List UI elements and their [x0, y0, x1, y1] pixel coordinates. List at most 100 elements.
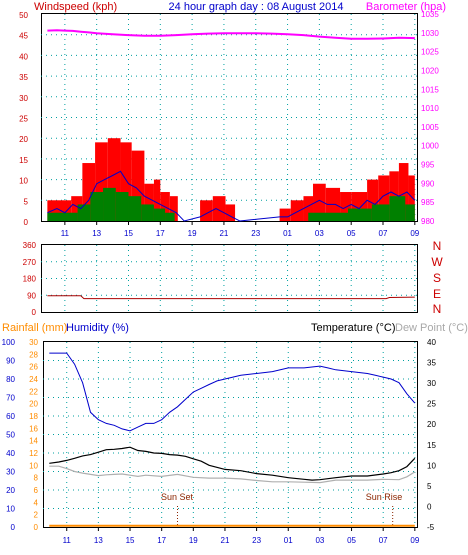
gust-bar-13	[225, 204, 236, 221]
dir-ytick-0: 0	[32, 308, 37, 317]
baro-ytick-1010: 1010	[421, 104, 439, 113]
series-line-humidity-0	[49, 352, 416, 432]
low-bar-0	[47, 212, 78, 221]
temp-ytick-30: 30	[427, 379, 436, 388]
gust-bar-5	[120, 142, 132, 221]
dir-label-e: E	[433, 287, 441, 301]
gust-bar-24	[398, 163, 409, 221]
wind-bars-layer	[47, 138, 416, 222]
baro-ytick-1020: 1020	[421, 66, 439, 75]
low-bar-8	[165, 212, 175, 221]
gust-bar-7	[144, 183, 154, 221]
series-line-temp-2	[49, 465, 416, 484]
dir-ytick-90: 90	[27, 291, 36, 300]
wind-ytick-40: 40	[19, 52, 28, 61]
rain-ytick-12: 12	[29, 449, 38, 458]
humidity-ytick-90: 90	[6, 357, 15, 366]
gust-bar-12	[212, 196, 226, 221]
gust-bar-11	[200, 200, 213, 221]
dir-label-n-top: N	[433, 239, 442, 253]
wind-xtick-03: 03	[315, 229, 324, 238]
wind-ytick-5: 5	[24, 197, 29, 206]
temp-ytick-40: 40	[427, 338, 436, 347]
wind-xtick-15: 15	[124, 229, 133, 238]
humidity-ytick-30: 30	[6, 468, 15, 477]
dir-ytick-270: 270	[23, 258, 37, 267]
wind-xtick-17: 17	[156, 229, 165, 238]
cl-xtick-03: 03	[315, 536, 324, 545]
chart-title: 24 hour graph day : 08 August 2014	[169, 1, 344, 13]
low-bar-7	[153, 208, 166, 221]
temp-ytick-20: 20	[427, 420, 436, 429]
gust-bar-22	[378, 175, 390, 221]
temp-ytick-0: 0	[427, 502, 432, 511]
cl-xtick-13: 13	[94, 536, 103, 545]
baro-ytick-1025: 1025	[421, 48, 439, 57]
rain-ytick-14: 14	[29, 437, 38, 446]
humidity-ytick-10: 10	[6, 505, 15, 514]
rain-ytick-6: 6	[34, 486, 39, 495]
gust-bar-17	[313, 183, 326, 221]
gust-bar-10	[169, 196, 178, 221]
rain-ytick-10: 10	[29, 461, 38, 470]
climate-layer	[49, 352, 416, 527]
rainfall-axis-title: Rainfall (mm)	[2, 322, 67, 334]
dir-ytick-180: 180	[23, 275, 37, 284]
baro-ytick-1000: 1000	[421, 142, 439, 151]
rain-ytick-30: 30	[29, 338, 38, 347]
temp-ytick-25: 25	[427, 400, 436, 409]
gust-bar-19	[340, 192, 352, 221]
temp-ytick-15: 15	[427, 441, 436, 450]
axis-labels-layer: 0510152025303540455098098599099510001005…	[2, 10, 440, 545]
cl-xtick-15: 15	[126, 536, 135, 545]
dir-label-s: S	[433, 271, 441, 285]
sunset-label: Sun Set	[161, 492, 194, 502]
windspeed-axis-title: Windspeed (kph)	[34, 1, 117, 13]
rain-ytick-0: 0	[34, 523, 39, 532]
barometer-layer	[47, 29, 415, 40]
low-bar-11	[371, 204, 390, 221]
wind-ytick-35: 35	[19, 73, 28, 82]
wind-ytick-10: 10	[19, 177, 28, 186]
baro-ytick-985: 985	[421, 198, 435, 207]
baro-ytick-1015: 1015	[421, 85, 439, 94]
low-bar-3	[103, 187, 116, 221]
cl-xtick-05: 05	[347, 536, 356, 545]
low-bar-1	[77, 204, 91, 221]
gust-bar-25	[408, 175, 415, 221]
baro-ytick-980: 980	[421, 217, 435, 226]
dir-ytick-360: 360	[23, 241, 37, 250]
wind-ytick-0: 0	[24, 218, 29, 227]
temp-ytick-5: 5	[427, 482, 432, 491]
low-bar-2	[90, 192, 104, 221]
humidity-ytick-40: 40	[6, 449, 15, 458]
humidity-ytick-50: 50	[6, 431, 15, 440]
low-bar-13	[405, 204, 415, 221]
temp-ytick-10: 10	[427, 461, 436, 470]
cl-xtick-07: 07	[379, 536, 388, 545]
gust-bar-16	[303, 196, 314, 221]
gust-bar-15	[290, 200, 304, 221]
rain-ytick-22: 22	[29, 387, 38, 396]
cl-xtick-11: 11	[63, 536, 72, 545]
rain-ytick-4: 4	[34, 498, 39, 507]
gust-bar-1	[71, 196, 83, 221]
wind-ytick-25: 25	[19, 115, 28, 124]
wind-xtick-13: 13	[92, 229, 101, 238]
humidity-ytick-100: 100	[2, 338, 16, 347]
humidity-axis-title: Humidity (%)	[66, 322, 129, 334]
wind-xtick-21: 21	[219, 229, 228, 238]
humidity-ytick-0: 0	[11, 523, 16, 532]
low-bar-5	[128, 196, 142, 221]
wind-xtick-09: 09	[410, 229, 419, 238]
wind-ytick-45: 45	[19, 32, 28, 41]
baro-ytick-1035: 1035	[421, 10, 439, 19]
humidity-ytick-20: 20	[6, 486, 15, 495]
cl-xtick-23: 23	[252, 536, 261, 545]
cl-xtick-21: 21	[221, 536, 230, 545]
wind-xtick-19: 19	[188, 229, 197, 238]
wind-xtick-05: 05	[347, 229, 356, 238]
wind-ytick-50: 50	[19, 11, 28, 20]
series-line-temp-1	[49, 446, 416, 481]
